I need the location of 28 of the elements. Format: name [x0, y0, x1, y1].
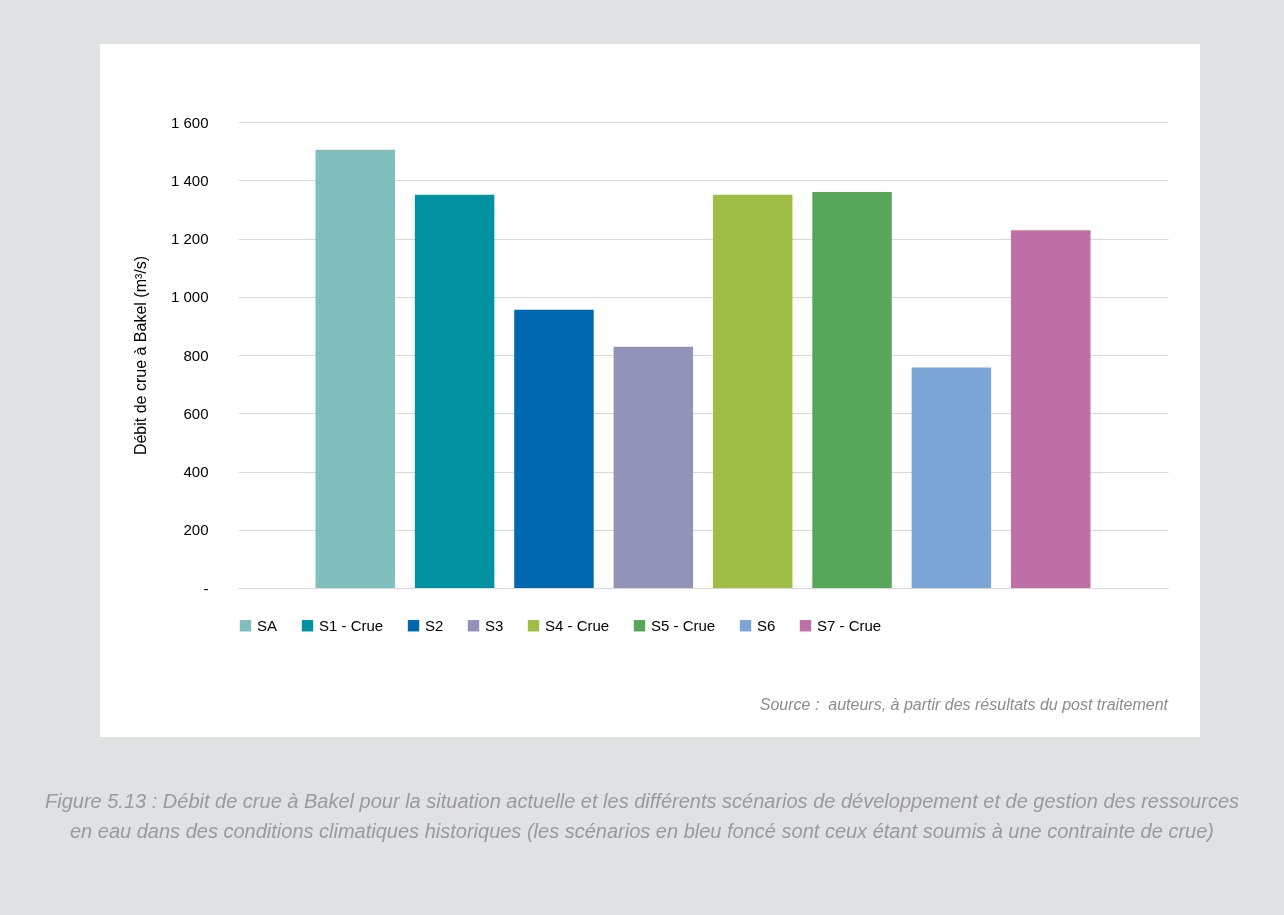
bar — [712, 194, 793, 588]
legend-label: S2 — [425, 616, 444, 634]
legend-label: S5 - Crue — [651, 616, 716, 634]
bar — [315, 149, 395, 588]
legend-label: S6 — [757, 616, 776, 634]
legend-label: S4 - Crue — [545, 616, 610, 634]
legend-label: S3 — [485, 616, 504, 634]
bar — [613, 346, 694, 588]
legend-label: S7 - Crue — [817, 616, 882, 634]
legend-label: SA — [257, 616, 278, 634]
y-tick-label: 1 200 — [170, 230, 209, 247]
legend-label: S1 - Crue — [319, 616, 384, 634]
y-tick-label: 200 — [183, 521, 209, 539]
bar — [414, 194, 495, 588]
y-tick-label: 1 000 — [170, 288, 209, 306]
bar — [812, 191, 892, 588]
y-tick-label: 600 — [183, 404, 209, 422]
y-tick-label: - — [203, 579, 209, 597]
bar — [514, 309, 594, 588]
y-tick-label: 1 600 — [170, 113, 209, 131]
y-tick-label: 800 — [183, 346, 209, 364]
caption: Figure 5.13 : Débit de crue à Bakel pour la situation actuelle et les différents scénarios de développement et de gestion des ressources en eau dans des conditions climatiques historiques (les scénarios en bleu foncé sont ceux étant soumis à une contrainte de crue) — [43, 789, 1240, 844]
bar — [1011, 230, 1091, 588]
y-axis-title: Débit de crue à Bakel (m³/s) — [131, 255, 149, 456]
bar — [911, 367, 992, 588]
y-tick-label: 1 400 — [170, 171, 209, 189]
source-note: Source : auteurs, à partir des résultats du post traitement — [759, 696, 1168, 714]
y-tick-label: 400 — [183, 463, 209, 480]
